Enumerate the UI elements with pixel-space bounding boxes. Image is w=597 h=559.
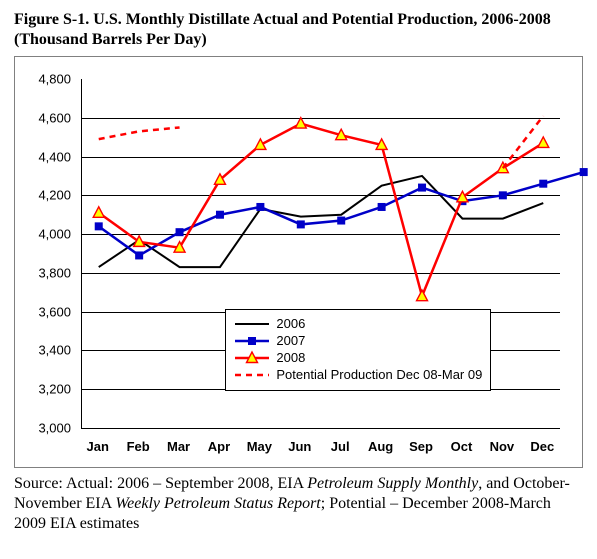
legend-swatch (234, 351, 270, 365)
x-tick-label: Aug (368, 439, 393, 454)
x-axis: Jan Feb Mar Apr May Jun Jul Aug Sep Oct Nov Dec (81, 433, 560, 459)
x-tick-label: Nov (490, 439, 515, 454)
legend: 2006 2007 2008 Potential Production Dec 08-… (225, 309, 491, 391)
y-tick-label: 4,000 (38, 227, 71, 242)
legend-swatch (234, 334, 270, 348)
x-tick-label: Feb (127, 439, 150, 454)
x-tick-label: Jul (331, 439, 350, 454)
x-tick-label: Jan (87, 439, 109, 454)
y-tick-label: 4,400 (38, 149, 71, 164)
source-prefix: Source: Actual: 2006 – September 2008, E… (14, 475, 307, 492)
legend-item: Potential Production Dec 08-Mar 09 (234, 367, 482, 382)
legend-item: 2007 (234, 333, 482, 348)
x-tick-label: Oct (451, 439, 473, 454)
y-tick-label: 3,000 (38, 421, 71, 436)
source-text: Source: Actual: 2006 – September 2008, E… (14, 474, 583, 534)
x-tick-label: Jun (288, 439, 311, 454)
y-tick-label: 4,200 (38, 188, 71, 203)
x-tick-label: Mar (167, 439, 190, 454)
legend-label: 2006 (276, 316, 305, 331)
legend-label: 2008 (276, 350, 305, 365)
legend-item: 2008 (234, 350, 482, 365)
y-tick-label: 3,200 (38, 382, 71, 397)
legend-item: 2006 (234, 316, 482, 331)
source-ital-1: Petroleum Supply Monthly (307, 475, 478, 492)
y-axis: 3,0003,2003,4003,6003,8004,0004,2004,400… (29, 79, 77, 429)
legend-swatch (234, 368, 270, 382)
x-tick-label: Dec (530, 439, 554, 454)
y-tick-label: 3,400 (38, 343, 71, 358)
chart-container: 3,000 3,200 3,400 3,600 3,800 4,000 4,200 4,400… (14, 56, 583, 468)
y-tick-label: 4,800 (38, 72, 71, 87)
chart-area: 3,000 3,200 3,400 3,600 3,800 4,000 4,200 4,400… (29, 69, 568, 459)
y-tick-label: 3,600 (38, 304, 71, 319)
plot-area: 2006 2007 2008 Potential Production Dec 08-… (81, 79, 560, 429)
y-tick-label: 4,600 (38, 110, 71, 125)
figure: Figure S-1. U.S. Monthly Distillate Actu… (0, 0, 597, 546)
legend-label: 2007 (276, 333, 305, 348)
legend-swatch (234, 317, 270, 331)
x-tick-label: Sep (409, 439, 433, 454)
x-tick-label: Apr (208, 439, 230, 454)
y-tick-label: 3,800 (38, 265, 71, 280)
x-tick-label: May (247, 439, 272, 454)
figure-title: Figure S-1. U.S. Monthly Distillate Actu… (14, 10, 583, 50)
series-potential (99, 116, 544, 168)
legend-label: Potential Production Dec 08-Mar 09 (276, 367, 482, 382)
source-ital-2: Weekly Petroleum Status Report (115, 495, 320, 512)
series-s2008 (93, 118, 549, 301)
